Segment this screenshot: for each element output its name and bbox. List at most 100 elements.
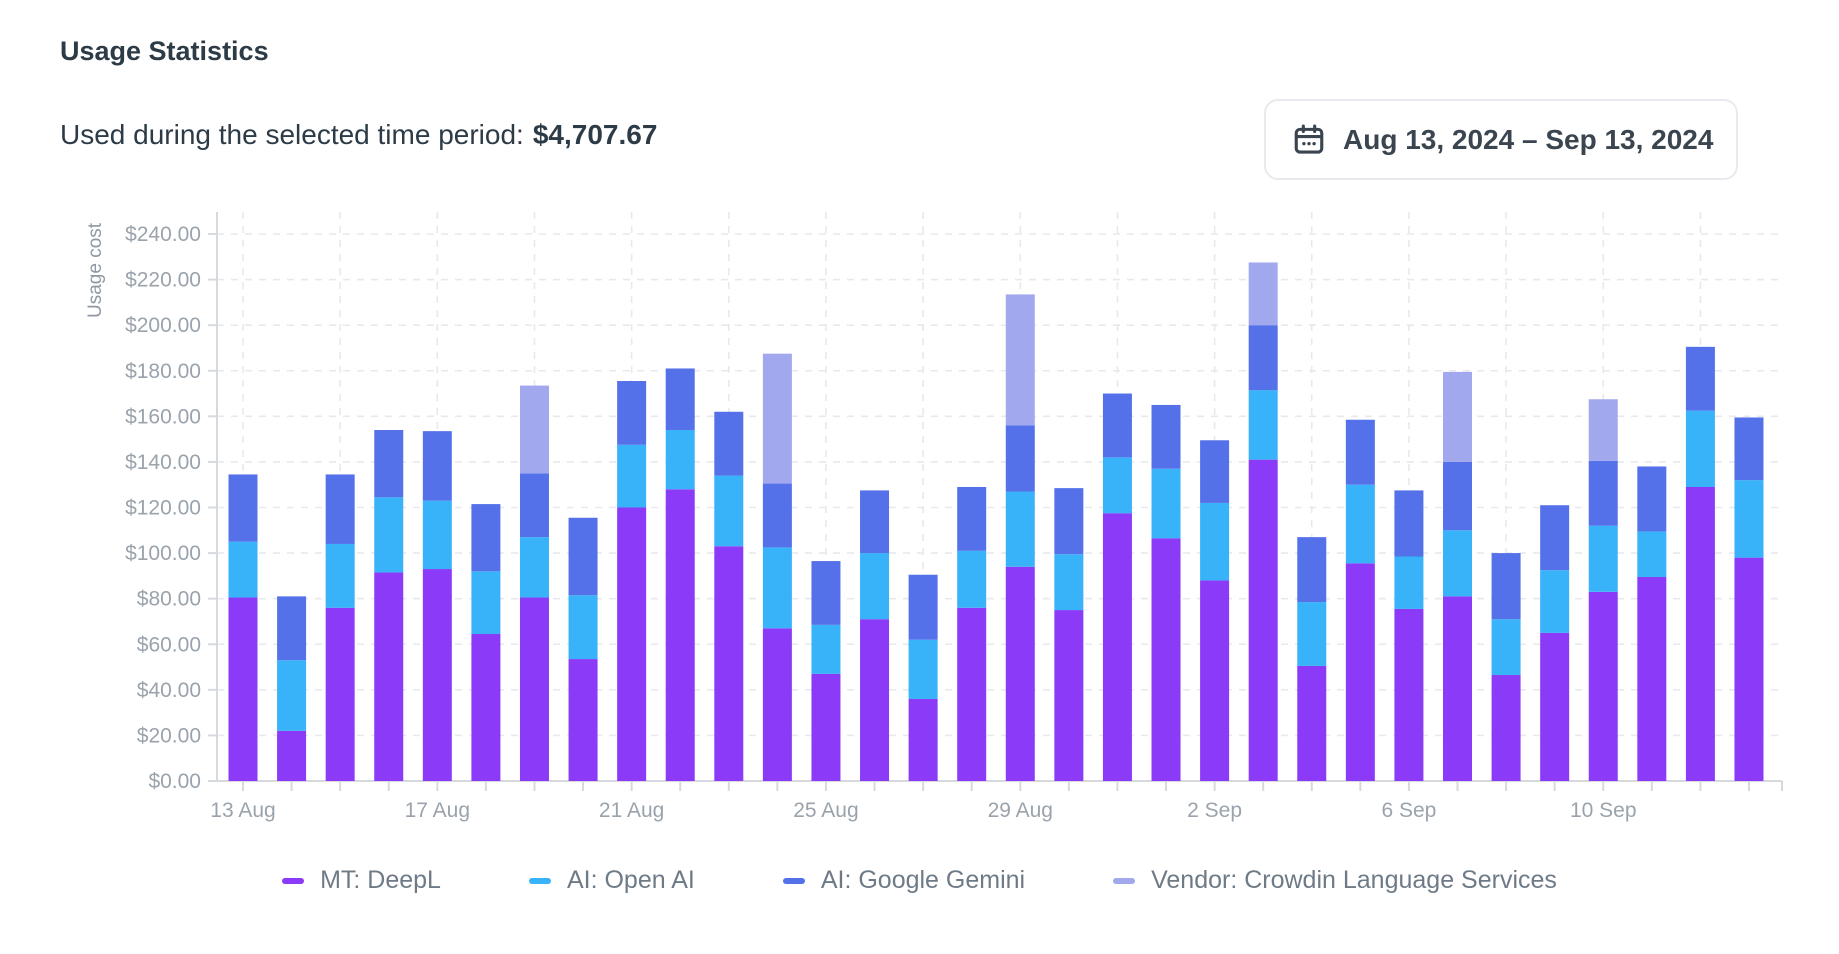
bar-segment[interactable] (1248, 325, 1278, 391)
bar-segment[interactable] (957, 607, 987, 781)
bar-segment[interactable] (1297, 665, 1327, 781)
bar-segment[interactable] (665, 430, 695, 490)
bar-segment[interactable] (860, 553, 890, 620)
bar-segment[interactable] (617, 444, 647, 508)
bar-segment[interactable] (519, 597, 549, 781)
legend-item-vendor-crowdin[interactable]: Vendor: Crowdin Language Services (1113, 866, 1557, 895)
bar-segment[interactable] (762, 547, 792, 629)
bar-segment[interactable] (471, 504, 501, 572)
bar-segment[interactable] (422, 431, 452, 501)
bar-segment[interactable] (1102, 457, 1132, 514)
bar-segment[interactable] (908, 574, 938, 640)
bar-segment[interactable] (811, 624, 841, 674)
bar-segment[interactable] (1394, 490, 1424, 557)
bar-segment[interactable] (1685, 410, 1715, 487)
bar-segment[interactable] (617, 381, 647, 445)
legend-item-ai-google-gemini[interactable]: AI: Google Gemini (782, 866, 1025, 895)
bar-segment[interactable] (1491, 675, 1521, 781)
bar-segment[interactable] (1685, 486, 1715, 781)
bar-segment[interactable] (1005, 491, 1035, 567)
bar-segment[interactable] (714, 546, 744, 781)
bar-segment[interactable] (762, 353, 792, 484)
bar-segment[interactable] (568, 659, 598, 781)
bar-segment[interactable] (1248, 262, 1278, 326)
bar-segment[interactable] (665, 368, 695, 431)
bar-segment[interactable] (1151, 404, 1181, 469)
bar-segment[interactable] (374, 430, 404, 498)
bar-segment[interactable] (277, 730, 307, 781)
bar-segment[interactable] (471, 571, 501, 634)
bar-segment[interactable] (1054, 488, 1084, 555)
bar-segment[interactable] (1540, 570, 1570, 633)
bar-segment[interactable] (908, 639, 938, 699)
bar-segment[interactable] (519, 537, 549, 598)
bar-segment[interactable] (1248, 459, 1278, 781)
bar-segment[interactable] (422, 569, 452, 781)
date-range-button[interactable]: Aug 13, 2024 – Sep 13, 2024 (1264, 99, 1738, 180)
legend-item-ai-openai[interactable]: AI: Open AI (528, 866, 695, 895)
bar-segment[interactable] (1151, 468, 1181, 539)
bar-segment[interactable] (1345, 563, 1375, 781)
bar-segment[interactable] (568, 595, 598, 660)
bar-segment[interactable] (1102, 513, 1132, 781)
bar-segment[interactable] (325, 474, 355, 544)
bar-segment[interactable] (325, 543, 355, 608)
bar-segment[interactable] (1734, 557, 1764, 781)
bar-segment[interactable] (374, 572, 404, 781)
bar-segment[interactable] (957, 486, 987, 551)
bar-segment[interactable] (1734, 480, 1764, 558)
bar-segment[interactable] (228, 474, 258, 542)
bar-segment[interactable] (860, 619, 890, 781)
bar-segment[interactable] (860, 490, 890, 554)
bar-segment[interactable] (1588, 460, 1618, 526)
bar-segment[interactable] (1443, 461, 1472, 531)
bar-segment[interactable] (1685, 346, 1715, 411)
bar-segment[interactable] (957, 550, 987, 608)
bar-segment[interactable] (1443, 596, 1472, 781)
bar-segment[interactable] (1637, 466, 1667, 532)
bar-segment[interactable] (1102, 393, 1132, 458)
bar-segment[interactable] (1054, 554, 1084, 611)
bar-segment[interactable] (519, 473, 549, 538)
bar-segment[interactable] (228, 597, 258, 781)
bar-segment[interactable] (568, 517, 598, 596)
bar-segment[interactable] (1491, 619, 1521, 676)
bar-segment[interactable] (1297, 602, 1327, 666)
bar-segment[interactable] (1297, 537, 1327, 603)
bar-segment[interactable] (714, 475, 744, 547)
bar-segment[interactable] (277, 596, 307, 661)
bar-segment[interactable] (1734, 417, 1764, 481)
bar-segment[interactable] (1637, 577, 1667, 781)
bar-segment[interactable] (1394, 608, 1424, 781)
bar-segment[interactable] (908, 698, 938, 781)
bar-segment[interactable] (1588, 399, 1618, 461)
bar-segment[interactable] (1248, 390, 1278, 460)
bar-segment[interactable] (471, 633, 501, 781)
bar-segment[interactable] (1200, 580, 1230, 781)
bar-segment[interactable] (1054, 610, 1084, 781)
bar-segment[interactable] (714, 411, 744, 476)
bar-segment[interactable] (665, 489, 695, 781)
bar-segment[interactable] (1443, 530, 1472, 597)
bar-segment[interactable] (1345, 419, 1375, 485)
bar-segment[interactable] (811, 673, 841, 781)
bar-segment[interactable] (1345, 484, 1375, 564)
bar-segment[interactable] (1637, 531, 1667, 578)
bar-segment[interactable] (1491, 553, 1521, 620)
legend-item-mt-deepl[interactable]: MT: DeepL (282, 866, 441, 895)
bar-segment[interactable] (1588, 591, 1618, 781)
bar-segment[interactable] (422, 500, 452, 570)
bar-segment[interactable] (1540, 632, 1570, 781)
bar-segment[interactable] (374, 497, 404, 573)
bar-segment[interactable] (1005, 294, 1035, 426)
bar-segment[interactable] (519, 385, 549, 474)
bar-segment[interactable] (762, 483, 792, 548)
bar-segment[interactable] (1200, 440, 1230, 503)
bar-segment[interactable] (1394, 556, 1424, 609)
bar-segment[interactable] (1005, 566, 1035, 781)
bar-segment[interactable] (325, 607, 355, 781)
bar-segment[interactable] (1005, 425, 1035, 492)
bar-segment[interactable] (811, 561, 841, 625)
bar-segment[interactable] (617, 507, 647, 782)
bar-segment[interactable] (1200, 502, 1230, 581)
